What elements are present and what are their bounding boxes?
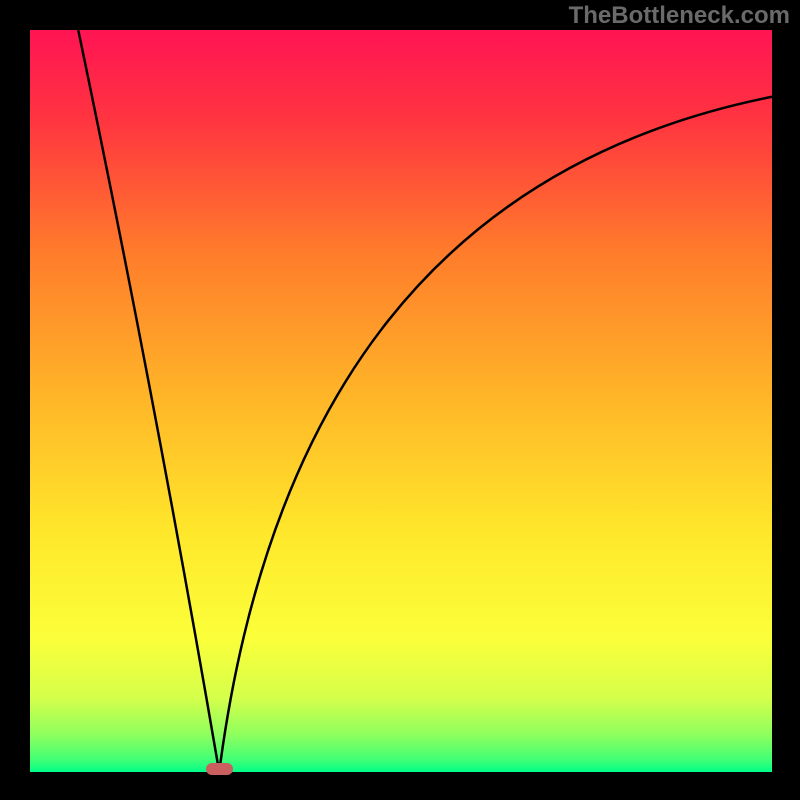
bottleneck-curve [78, 30, 772, 772]
vertex-marker [206, 763, 233, 775]
watermark-text: TheBottleneck.com [569, 2, 790, 30]
curve-layer [0, 0, 800, 800]
chart-container: TheBottleneck.com [0, 0, 800, 800]
